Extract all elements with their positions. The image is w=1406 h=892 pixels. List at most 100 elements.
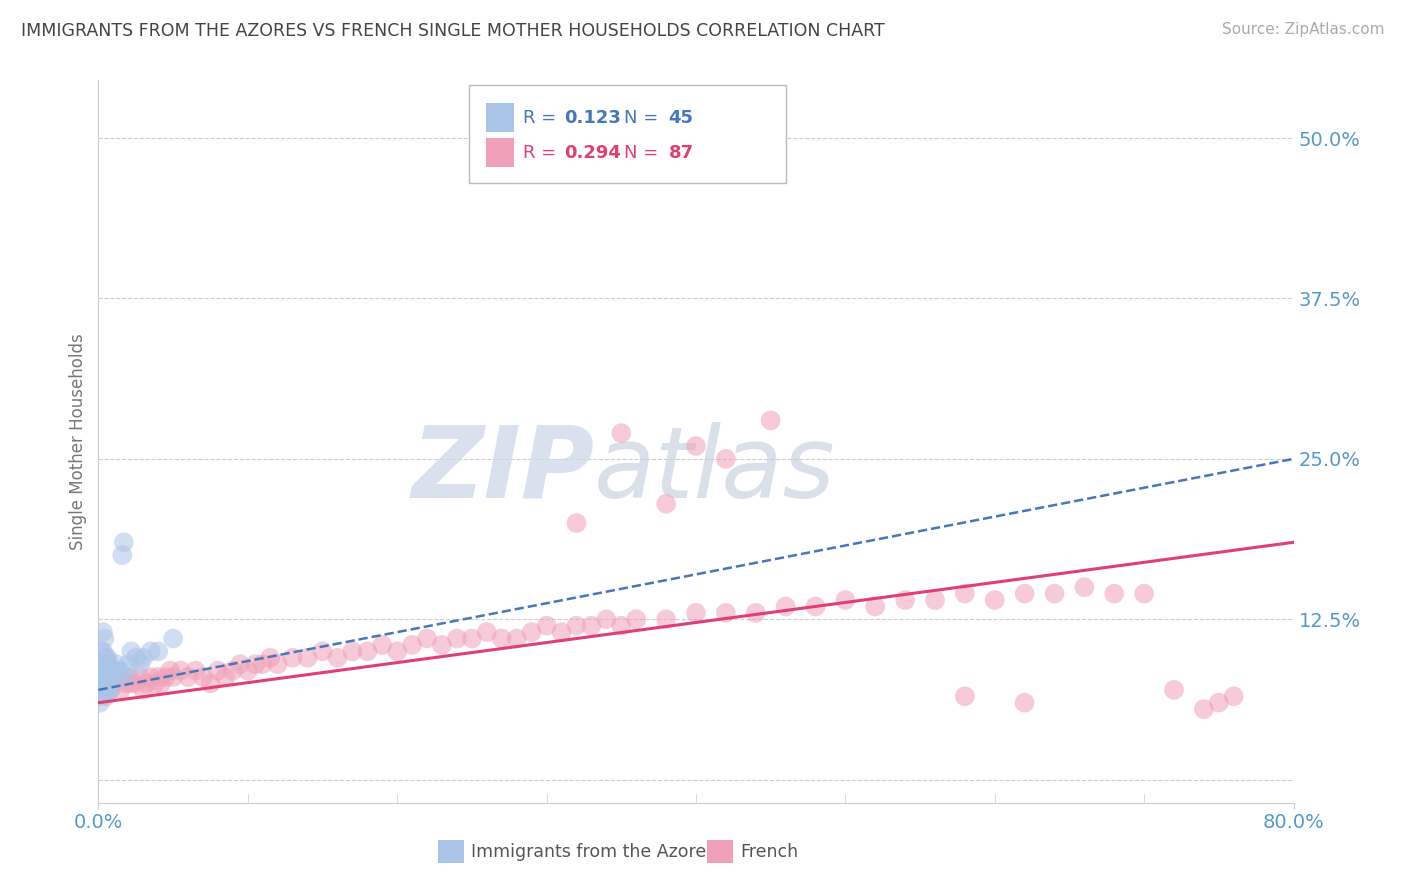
Text: 45: 45 bbox=[668, 109, 693, 127]
Point bbox=[834, 593, 856, 607]
Point bbox=[93, 632, 115, 646]
Point bbox=[685, 439, 707, 453]
Text: IMMIGRANTS FROM THE AZORES VS FRENCH SINGLE MOTHER HOUSEHOLDS CORRELATION CHART: IMMIGRANTS FROM THE AZORES VS FRENCH SIN… bbox=[21, 22, 884, 40]
Point bbox=[461, 632, 484, 646]
Point bbox=[96, 682, 118, 697]
Point bbox=[1014, 586, 1036, 600]
Point bbox=[356, 644, 378, 658]
Point bbox=[148, 644, 170, 658]
Point bbox=[139, 644, 162, 658]
Text: N =: N = bbox=[624, 144, 664, 161]
Point bbox=[120, 644, 142, 658]
Point bbox=[759, 413, 782, 427]
Point bbox=[430, 638, 453, 652]
Point bbox=[804, 599, 827, 614]
Point bbox=[155, 670, 177, 684]
Point bbox=[924, 593, 946, 607]
Point bbox=[159, 664, 181, 678]
Point bbox=[91, 625, 114, 640]
Point bbox=[89, 696, 111, 710]
Point bbox=[595, 612, 617, 626]
Text: ZIP: ZIP bbox=[412, 422, 595, 519]
Point bbox=[105, 670, 128, 684]
Point bbox=[536, 163, 558, 178]
Point bbox=[342, 644, 364, 658]
Point bbox=[97, 657, 120, 672]
Point bbox=[104, 670, 127, 684]
Point bbox=[90, 690, 112, 704]
Point bbox=[610, 426, 633, 441]
Point bbox=[1133, 586, 1156, 600]
Point bbox=[685, 606, 707, 620]
Point bbox=[132, 650, 155, 665]
Point bbox=[326, 650, 349, 665]
Point bbox=[94, 650, 117, 665]
Point bbox=[169, 664, 191, 678]
Point bbox=[491, 632, 513, 646]
Point bbox=[90, 657, 112, 672]
Point bbox=[446, 632, 468, 646]
Point bbox=[91, 657, 114, 672]
Point bbox=[222, 664, 245, 678]
Point bbox=[200, 676, 222, 690]
Text: Source: ZipAtlas.com: Source: ZipAtlas.com bbox=[1222, 22, 1385, 37]
Point bbox=[90, 676, 112, 690]
Point bbox=[401, 638, 423, 652]
Point bbox=[94, 670, 117, 684]
Point bbox=[177, 670, 200, 684]
Point bbox=[98, 682, 122, 697]
Point bbox=[207, 664, 229, 678]
Point bbox=[101, 670, 124, 684]
Point bbox=[98, 682, 122, 697]
Point bbox=[267, 657, 290, 672]
Point bbox=[214, 670, 236, 684]
Text: 0.294: 0.294 bbox=[565, 144, 621, 161]
Point bbox=[745, 606, 768, 620]
Point bbox=[91, 670, 114, 684]
Point bbox=[1223, 690, 1246, 704]
Point bbox=[143, 676, 166, 690]
Point bbox=[371, 638, 394, 652]
Point bbox=[1014, 696, 1036, 710]
Point bbox=[311, 644, 333, 658]
Point bbox=[245, 657, 267, 672]
Point bbox=[105, 657, 128, 672]
Point bbox=[135, 676, 157, 690]
Point bbox=[94, 682, 117, 697]
Point bbox=[416, 632, 439, 646]
Point bbox=[1073, 580, 1095, 594]
Point bbox=[655, 497, 678, 511]
Point bbox=[655, 612, 678, 626]
Point bbox=[103, 664, 125, 678]
Text: R =: R = bbox=[523, 144, 561, 161]
Point bbox=[297, 650, 319, 665]
FancyBboxPatch shape bbox=[470, 86, 786, 183]
Point bbox=[110, 664, 132, 678]
Point bbox=[565, 516, 588, 530]
Point bbox=[475, 625, 498, 640]
Point bbox=[1043, 586, 1066, 600]
Y-axis label: Single Mother Households: Single Mother Households bbox=[69, 334, 87, 549]
Point bbox=[184, 664, 207, 678]
Text: French: French bbox=[740, 843, 799, 861]
Point bbox=[520, 625, 543, 640]
Point bbox=[93, 664, 115, 678]
Point bbox=[89, 670, 111, 684]
Point bbox=[1208, 696, 1230, 710]
Point bbox=[96, 650, 118, 665]
Point bbox=[281, 650, 304, 665]
Point bbox=[89, 682, 111, 697]
Point bbox=[111, 548, 134, 562]
FancyBboxPatch shape bbox=[437, 840, 464, 863]
Point bbox=[117, 670, 139, 684]
Point bbox=[91, 682, 114, 697]
Point bbox=[229, 657, 252, 672]
Point bbox=[550, 625, 572, 640]
Point bbox=[120, 676, 142, 690]
Point bbox=[150, 676, 173, 690]
Point bbox=[984, 593, 1007, 607]
Point bbox=[610, 618, 633, 632]
Point bbox=[259, 650, 281, 665]
Point bbox=[91, 644, 114, 658]
Point bbox=[93, 676, 115, 690]
